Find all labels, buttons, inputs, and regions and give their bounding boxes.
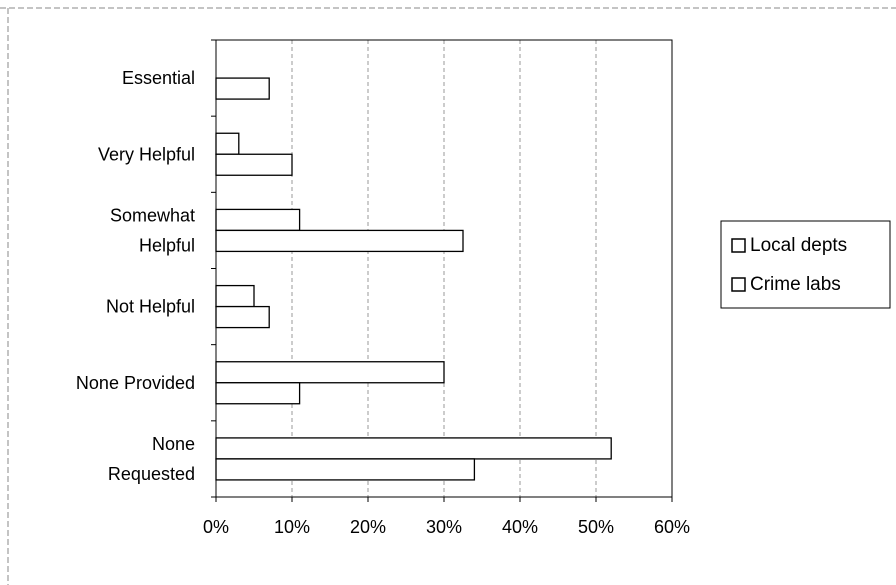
bar-crime-labs [215, 153, 293, 176]
x-tick-label: 60% [654, 517, 690, 537]
category-label: Essential [122, 68, 195, 88]
bar-local-depts [215, 208, 301, 232]
bar-crime-labs [215, 458, 476, 481]
x-tick-label: 20% [350, 517, 386, 537]
legend-label-local-depts: Local depts [750, 235, 847, 256]
category-labels: Essential Very Helpful Somewhat Helpful Not … [76, 68, 195, 484]
bar-local-depts [215, 132, 240, 155]
legend-box [720, 220, 891, 309]
bar-crime-labs [215, 229, 464, 253]
category-label: Somewhat Helpful [110, 205, 195, 255]
x-tick-labels: 0% 10% 20% 30% 40% 50% 60% [203, 517, 690, 537]
x-tick-label: 10% [274, 517, 310, 537]
grid-lines [291, 40, 597, 497]
bars [215, 77, 612, 481]
bar-crime-labs [215, 382, 301, 405]
legend-label-crime-labs: Crime labs [750, 274, 841, 295]
x-tick-label: 50% [578, 517, 614, 537]
axes [211, 39, 673, 502]
x-tick-label: 0% [203, 517, 229, 537]
bar-crime-labs [215, 305, 270, 329]
bar-local-depts [215, 361, 445, 384]
legend-swatch-local-depts [731, 238, 746, 253]
x-tick-label: 30% [426, 517, 462, 537]
bar-crime-labs [215, 77, 270, 100]
legend: Local depts Crime labs [720, 220, 891, 309]
category-label: None Provided [76, 373, 195, 393]
category-label: Not Helpful [106, 297, 195, 317]
category-label: Very Helpful [98, 144, 195, 164]
x-tick-label: 40% [502, 517, 538, 537]
legend-swatch-crime-labs [731, 277, 746, 292]
category-label: None Requested [108, 434, 195, 484]
bar-local-depts [215, 437, 612, 460]
bar-local-depts [215, 284, 255, 308]
